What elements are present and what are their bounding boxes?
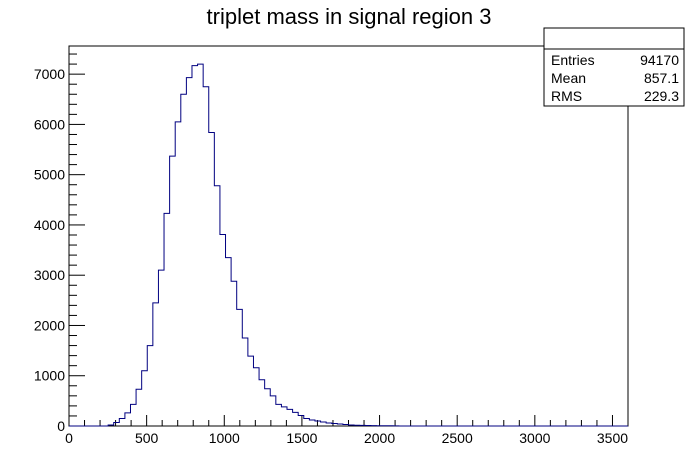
stats-box: Entries 94170 Mean 857.1 RMS 229.3 (543, 27, 685, 107)
stats-mean-label: Mean (551, 70, 586, 86)
y-tick-label: 6000 (34, 116, 65, 132)
y-tick-label: 2000 (34, 317, 65, 333)
x-tick-label: 3000 (519, 430, 550, 446)
y-tick-label: 4000 (34, 217, 65, 233)
x-tick-label: 3500 (597, 430, 628, 446)
y-axis: 0 1000 2000 3000 4000 5000 6000 7000 (34, 53, 85, 434)
y-tick-label: 3000 (34, 267, 65, 283)
y-tick-label: 7000 (34, 66, 65, 82)
x-tick-label: 500 (135, 430, 159, 446)
x-tick-label: 1500 (286, 430, 317, 446)
x-tick-label: 2500 (442, 430, 473, 446)
stats-rms-value: 229.3 (644, 88, 679, 104)
x-tick-label: 0 (65, 430, 73, 446)
x-tick-label: 1000 (209, 430, 240, 446)
histogram-series (69, 63, 628, 427)
stats-entries-value: 94170 (640, 52, 679, 68)
stats-box-frame (543, 27, 685, 107)
y-tick-label: 5000 (34, 167, 65, 183)
stats-rms-label: RMS (551, 88, 582, 104)
stats-mean-value: 857.1 (644, 70, 679, 86)
x-axis: 0 500 1000 1500 2000 2500 3000 3500 (65, 415, 629, 446)
stats-entries-label: Entries (551, 52, 595, 68)
x-tick-label: 2000 (364, 430, 395, 446)
y-tick-label: 1000 (34, 368, 65, 384)
chart-title: triplet mass in signal region 3 (207, 4, 492, 29)
y-tick-label: 0 (57, 418, 65, 434)
